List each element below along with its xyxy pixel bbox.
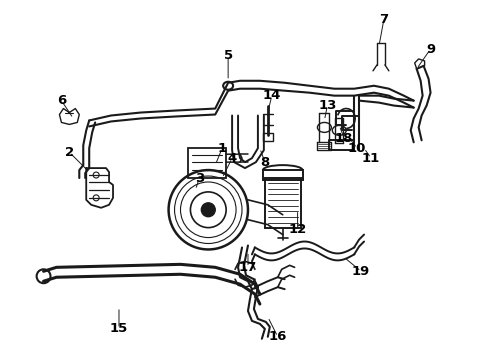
- Text: 18: 18: [335, 132, 353, 145]
- Text: 9: 9: [426, 42, 435, 55]
- Text: 1: 1: [218, 142, 227, 155]
- Circle shape: [201, 203, 215, 217]
- Text: 15: 15: [110, 322, 128, 336]
- Text: 19: 19: [352, 265, 370, 278]
- Bar: [265, 178, 300, 228]
- Bar: [263, 170, 302, 180]
- Text: 10: 10: [348, 142, 367, 155]
- Bar: [189, 148, 226, 178]
- Text: 6: 6: [57, 94, 66, 107]
- Text: 14: 14: [263, 89, 281, 102]
- Text: 12: 12: [289, 223, 307, 236]
- Text: 4: 4: [227, 152, 237, 165]
- Text: 2: 2: [65, 146, 74, 159]
- Text: 8: 8: [260, 156, 270, 168]
- Text: 11: 11: [362, 152, 380, 165]
- Text: 5: 5: [223, 49, 233, 63]
- Text: 16: 16: [269, 330, 287, 343]
- Text: 13: 13: [318, 99, 337, 112]
- Text: 17: 17: [239, 261, 257, 274]
- Bar: [263, 133, 273, 141]
- Text: 7: 7: [379, 13, 389, 26]
- Text: 3: 3: [195, 171, 204, 185]
